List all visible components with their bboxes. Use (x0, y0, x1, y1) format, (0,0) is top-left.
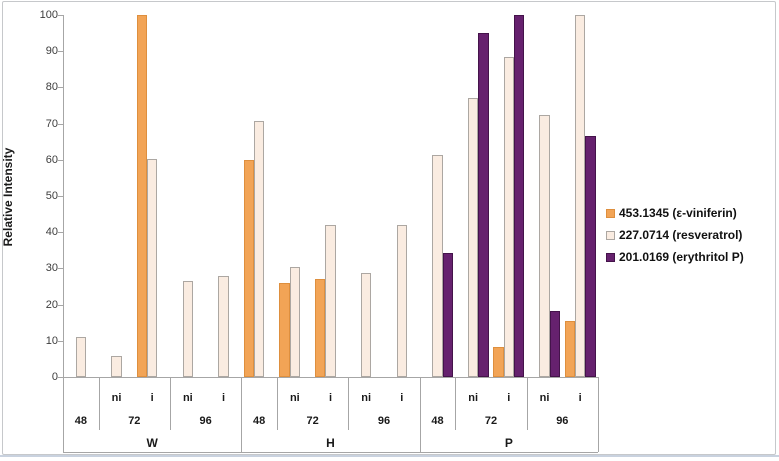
y-tick-label: 10 (45, 334, 58, 347)
section-label: 48 (253, 415, 266, 427)
y-tick-label: 30 (45, 262, 58, 275)
y-tick-label: 60 (45, 153, 58, 166)
slot-label: ni (468, 392, 479, 404)
bar (514, 15, 525, 377)
y-tick-mark (58, 305, 63, 306)
legend-item: 453.1345 (ε-viniferin) (606, 202, 744, 224)
bar (575, 15, 586, 377)
y-tick-label: 100 (39, 9, 58, 21)
bar (111, 355, 122, 377)
y-tick-label: 0 (51, 371, 58, 383)
bar (147, 158, 158, 377)
slot-label: i (400, 392, 404, 404)
section-label: 72 (128, 415, 141, 427)
y-tick-mark (58, 87, 63, 88)
group-divider (598, 377, 599, 452)
section-label: 48 (431, 415, 444, 427)
bar (75, 336, 86, 377)
bar (396, 225, 407, 377)
y-axis-title: Relative Intensity (1, 147, 15, 247)
legend-swatch (606, 208, 615, 218)
legend-label: 453.1345 (ε-viniferin) (619, 206, 737, 220)
section-divider (527, 377, 528, 430)
bar (468, 98, 479, 377)
legend-swatch (606, 252, 615, 262)
section-label: 72 (484, 415, 498, 427)
slot-label: ni (111, 392, 122, 404)
section-label: 96 (556, 415, 569, 427)
x-axis-line (63, 377, 598, 378)
bar (182, 281, 193, 377)
y-tick-mark (58, 377, 63, 378)
bar (254, 120, 265, 377)
bar (218, 276, 229, 377)
legend: 453.1345 (ε-viniferin) 227.0714 (resverat… (606, 202, 744, 268)
bar (539, 114, 550, 377)
y-tick-mark (58, 124, 63, 125)
y-tick-label: 80 (45, 81, 58, 94)
legend-item: 227.0714 (resveratrol) (606, 224, 744, 246)
legend-swatch (606, 230, 615, 240)
y-tick-label: 40 (45, 226, 58, 239)
bar (493, 346, 504, 377)
y-tick-mark (58, 51, 63, 52)
group-label: W (146, 436, 158, 450)
bar (325, 225, 336, 377)
legend-label: 227.0714 (resveratrol) (619, 228, 743, 242)
slot-label: i (578, 392, 582, 404)
group-divider (420, 377, 421, 452)
section-divider (277, 377, 278, 430)
slot-label: ni (289, 392, 300, 404)
y-tick-mark (58, 341, 63, 342)
slot-label: i (221, 392, 226, 404)
section-divider (99, 377, 100, 430)
bar (314, 279, 326, 377)
section-label: 96 (377, 415, 391, 427)
bar (361, 273, 372, 377)
section-divider (170, 377, 171, 430)
y-tick-mark (58, 196, 63, 197)
y-axis-line (63, 15, 64, 377)
bar (549, 311, 561, 377)
legend-item: 201.0169 (erythritol P) (606, 246, 744, 268)
slot-label: ni (182, 392, 193, 404)
bar (243, 159, 254, 377)
section-label: 48 (74, 415, 87, 427)
y-tick-mark (58, 15, 63, 16)
bar (503, 56, 514, 377)
bar (432, 154, 443, 377)
group-divider (241, 377, 242, 452)
bar (442, 252, 454, 377)
bar (478, 33, 489, 377)
slot-label: ni (539, 392, 550, 404)
slot-label: i (507, 392, 511, 404)
y-tick-label: 20 (45, 298, 58, 311)
group-label: P (504, 436, 513, 450)
bar (585, 136, 596, 377)
category-box-bottom-line (63, 452, 598, 453)
group-label: H (326, 436, 335, 450)
bar (279, 282, 290, 377)
y-tick-mark (58, 268, 63, 269)
slot-label: i (328, 392, 333, 404)
y-tick-label: 50 (45, 190, 58, 202)
slot-label: ni (361, 392, 372, 404)
window-bottom-edge (0, 455, 779, 457)
group-divider (63, 377, 64, 452)
bar (564, 320, 575, 377)
slot-label: i (150, 392, 154, 404)
section-divider (348, 377, 349, 430)
bar (289, 266, 300, 377)
section-label: 72 (306, 415, 319, 427)
section-label: 96 (199, 415, 212, 427)
y-tick-mark (58, 232, 63, 233)
y-tick-label: 70 (45, 117, 58, 130)
y-tick-mark (58, 160, 63, 161)
legend-label: 201.0169 (erythritol P) (619, 250, 744, 264)
section-divider (455, 377, 456, 430)
bar (136, 15, 147, 377)
y-tick-label: 90 (45, 45, 58, 58)
